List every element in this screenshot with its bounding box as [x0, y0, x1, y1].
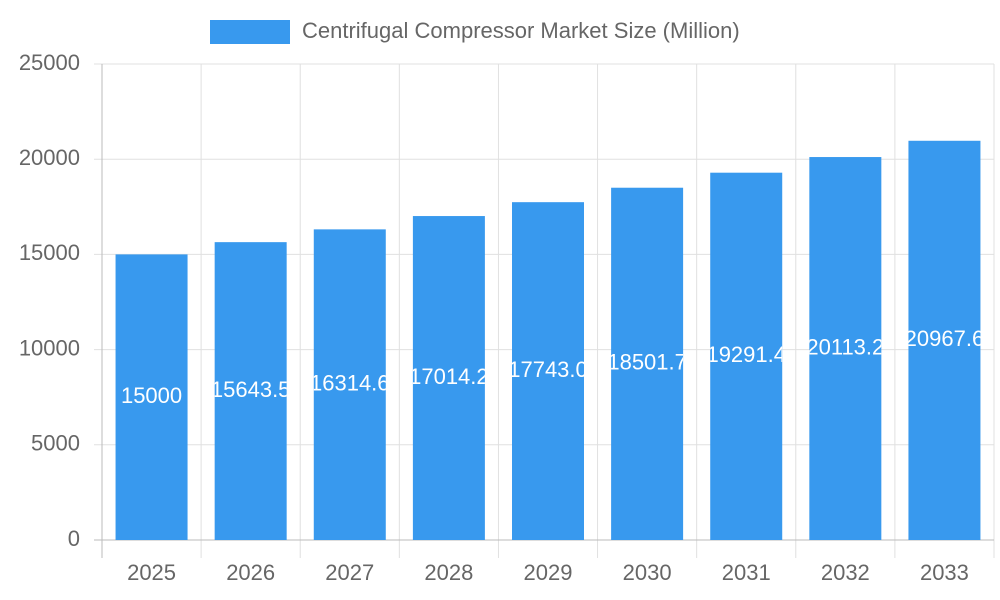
x-tick-label: 2031 — [722, 560, 771, 585]
x-tick-label: 2027 — [325, 560, 374, 585]
x-tick-label: 2026 — [226, 560, 275, 585]
y-tick-label: 25000 — [19, 50, 80, 75]
legend-swatch — [210, 20, 290, 44]
y-tick-label: 20000 — [19, 145, 80, 170]
bar — [611, 187, 684, 540]
data-label: 17743.0 — [508, 357, 588, 382]
bar — [908, 140, 981, 540]
bar — [214, 242, 287, 540]
x-tick-label: 2033 — [920, 560, 969, 585]
data-label: 16314.6 — [310, 370, 390, 395]
y-tick-label: 15000 — [19, 240, 80, 265]
bar — [313, 229, 386, 541]
bar — [512, 202, 584, 540]
bar — [710, 172, 783, 540]
bar — [115, 254, 188, 540]
x-tick-label: 2030 — [623, 560, 672, 585]
bar — [412, 216, 485, 541]
x-tick-label: 2025 — [127, 560, 176, 585]
bar — [809, 157, 882, 540]
y-tick-label: 0 — [68, 526, 80, 551]
x-tick-label: 2028 — [424, 560, 473, 585]
y-tick-label: 10000 — [19, 335, 80, 360]
x-tick-label: 2032 — [821, 560, 870, 585]
y-tick-label: 5000 — [31, 431, 80, 456]
data-label: 15643.5 — [211, 377, 291, 402]
data-label: 20113.2 — [806, 334, 884, 359]
legend-label: Centrifugal Compressor Market Size (Mill… — [302, 18, 740, 43]
data-label: 20967.6 — [905, 326, 985, 351]
data-label: 19291.4 — [706, 342, 786, 367]
data-label: 15000 — [121, 383, 182, 408]
x-tick-label: 2029 — [524, 560, 573, 585]
data-label: 18501.7 — [607, 350, 687, 375]
data-label: 17014.2 — [409, 364, 489, 389]
